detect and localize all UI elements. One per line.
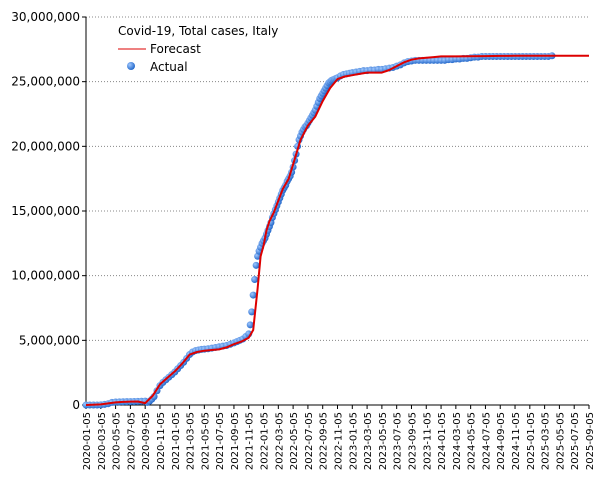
legend-forecast-label: Forecast [150, 42, 201, 56]
x-tick-label: 2022-03-05 [274, 412, 285, 470]
legend: Covid-19, Total cases, Italy Forecast Ac… [118, 24, 278, 74]
x-tick-label: 2022-11-05 [334, 412, 345, 470]
y-tick-label: 0 [72, 398, 80, 412]
y-axis-ticks: 0 5,000,000 10,000,000 15,000,000 20,000,000… [11, 10, 86, 412]
x-tick-label: 2021-07-05 [215, 412, 226, 470]
x-tick-label: 2020-11-05 [156, 412, 167, 470]
x-tick-label: 2020-07-05 [126, 412, 137, 470]
x-tick-label: 2025-01-05 [526, 412, 537, 470]
actual-point [248, 308, 256, 316]
x-tick-label: 2022-05-05 [289, 412, 300, 470]
legend-actual-swatch [127, 62, 135, 70]
x-axis-ticks: 2020-01-05 2020-03-05 2020-05-05 2020-07-05… [82, 405, 596, 470]
y-tick-label: 15,000,000 [11, 204, 80, 218]
x-tick-label: 2025-09-05 [585, 412, 596, 470]
x-tick-label: 2020-05-05 [112, 412, 123, 470]
x-tick-label: 2022-01-05 [260, 412, 271, 470]
forecast-line [85, 54, 589, 406]
actual-point [246, 321, 254, 329]
x-tick-label: 2025-07-05 [570, 412, 581, 470]
x-tick-label: 2023-03-05 [363, 412, 374, 470]
x-tick-label: 2020-03-05 [97, 412, 108, 470]
x-tick-label: 2024-09-05 [496, 412, 507, 470]
x-tick-label: 2022-09-05 [319, 412, 330, 470]
x-tick-label: 2025-03-05 [541, 412, 552, 470]
x-tick-label: 2024-11-05 [511, 412, 522, 470]
y-tick-label: 20,000,000 [11, 139, 80, 153]
actual-point [252, 261, 260, 269]
x-tick-label: 2023-01-05 [348, 412, 359, 470]
x-tick-label: 2024-05-05 [467, 412, 478, 470]
x-tick-label: 2020-01-05 [82, 412, 93, 470]
x-tick-label: 2021-11-05 [245, 412, 256, 470]
x-tick-label: 2021-05-05 [200, 412, 211, 470]
y-tick-label: 10,000,000 [11, 269, 80, 283]
actual-point [249, 291, 257, 299]
y-tick-label: 25,000,000 [11, 75, 80, 89]
x-tick-label: 2020-09-05 [141, 412, 152, 470]
x-tick-label: 2023-11-05 [422, 412, 433, 470]
actual-point [251, 276, 259, 284]
y-tick-label: 5,000,000 [19, 333, 80, 347]
x-tick-label: 2022-07-05 [304, 412, 315, 470]
x-tick-label: 2023-07-05 [393, 412, 404, 470]
series-group [82, 52, 589, 409]
x-tick-label: 2024-07-05 [481, 412, 492, 470]
chart-title: Covid-19, Total cases, Italy [118, 24, 278, 38]
x-tick-label: 2024-03-05 [452, 412, 463, 470]
x-tick-label: 2025-05-05 [555, 412, 566, 470]
legend-actual-label: Actual [150, 60, 188, 74]
x-tick-label: 2021-01-05 [171, 412, 182, 470]
x-tick-label: 2021-09-05 [230, 412, 241, 470]
y-tick-label: 30,000,000 [11, 10, 80, 24]
x-tick-label: 2024-01-05 [437, 412, 448, 470]
x-tick-label: 2021-03-05 [186, 412, 197, 470]
x-tick-label: 2023-09-05 [407, 412, 418, 470]
x-tick-label: 2023-05-05 [378, 412, 389, 470]
